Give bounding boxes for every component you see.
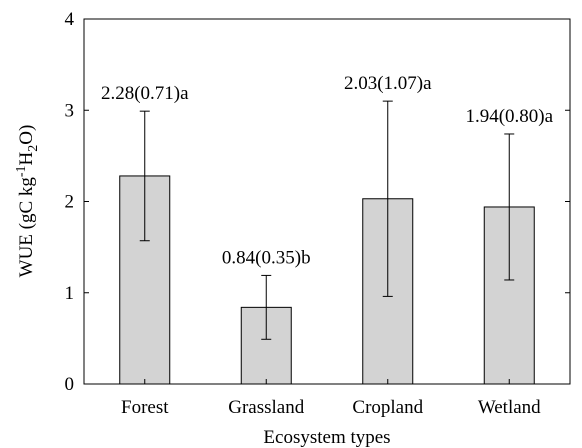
y-tick-label: 1 <box>65 283 75 304</box>
y-axis-ticks: 0 1 2 3 4 <box>65 9 570 395</box>
bar-annotation: 1.94(0.80)a <box>465 106 553 127</box>
y-tick-label: 3 <box>65 100 75 121</box>
bar-annotations-group: 2.28(0.71)a 0.84(0.35)b 2.03(1.07)a 1.94(0.… <box>101 73 554 268</box>
y-tick-label: 0 <box>65 374 75 395</box>
x-tick-label: Wetland <box>478 397 541 418</box>
y-axis-title-superscript: -1 <box>14 165 29 177</box>
y-tick-label: 2 <box>65 192 75 213</box>
x-tick-label: Cropland <box>352 397 423 418</box>
error-bars-group <box>139 100 515 340</box>
bar-annotation: 2.03(1.07)a <box>344 73 432 94</box>
y-axis-title-h: H <box>16 151 37 165</box>
x-tick-label: Grassland <box>228 397 304 418</box>
x-axis-ticks: Forest Grassland Cropland Wetland <box>121 379 541 418</box>
bar-annotation: 2.28(0.71)a <box>101 83 189 104</box>
y-axis-title-main: WUE (gC kg <box>16 177 37 278</box>
x-axis-title: Ecosystem types <box>263 427 390 448</box>
y-tick-label: 4 <box>65 9 75 30</box>
y-axis-title-subscript: 2 <box>26 145 41 152</box>
x-tick-label: Forest <box>121 397 169 418</box>
y-axis-title: WUE (gC kg-1H2O) <box>14 125 41 278</box>
bar-annotation: 0.84(0.35)b <box>222 247 311 268</box>
y-axis-title-end: O) <box>16 125 37 145</box>
